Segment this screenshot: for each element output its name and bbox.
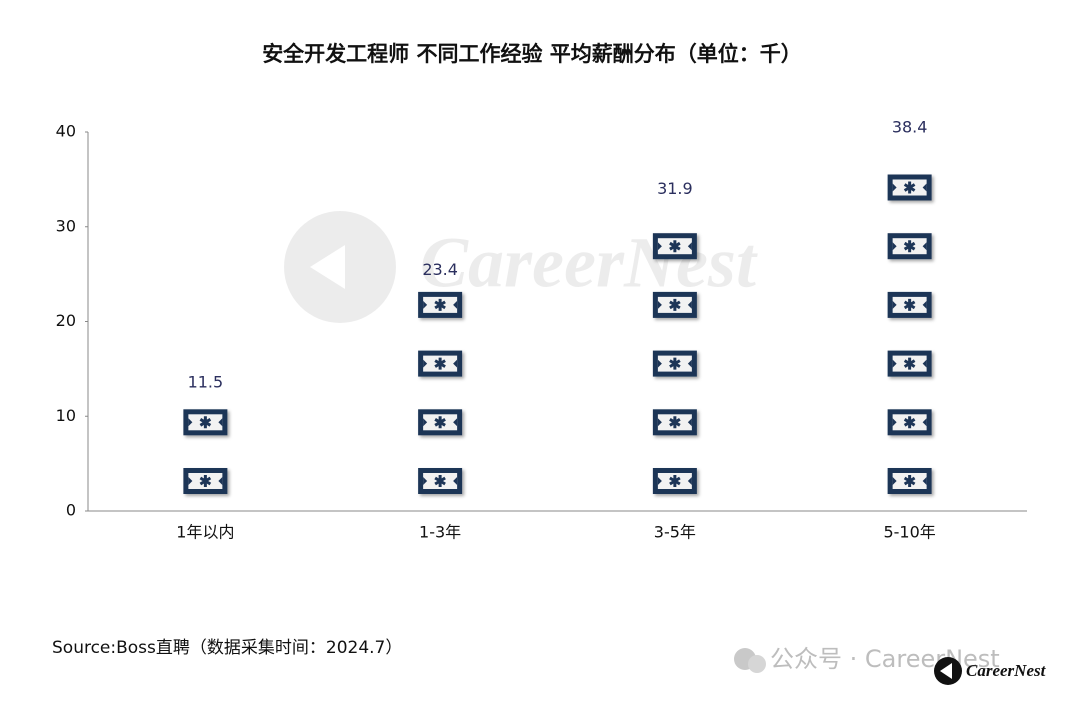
- chart-title: 安全开发工程师 不同工作经验 平均薪酬分布（单位：千）: [262, 42, 802, 66]
- y-tick-label: 0: [66, 501, 76, 520]
- icon-star: [434, 475, 446, 487]
- x-tick-label: 1年以内: [176, 523, 234, 542]
- icon-star: [669, 416, 681, 429]
- icon-star: [903, 181, 916, 194]
- pictogram-bar: [887, 174, 932, 494]
- icon-star: [903, 416, 916, 429]
- logo-text: CareerNest: [966, 661, 1047, 680]
- icon-star: [903, 475, 916, 487]
- icon-star: [199, 416, 212, 429]
- watermark: CareerNest: [284, 211, 758, 323]
- value-label: 23.4: [422, 260, 458, 279]
- icon-star: [669, 240, 681, 253]
- pictogram-bar: [418, 291, 463, 494]
- value-label: 11.5: [188, 373, 224, 392]
- icon-star: [669, 357, 681, 370]
- icon-star: [903, 240, 916, 253]
- value-label: 31.9: [657, 179, 693, 198]
- icon-star: [903, 357, 916, 370]
- source-note: Source:Boss直聘（数据采集时间：2024.7）: [52, 638, 402, 658]
- icon-star: [199, 475, 212, 487]
- icon-star: [434, 357, 446, 370]
- value-label: 38.4: [892, 118, 928, 137]
- x-tick-label: 5-10年: [883, 523, 935, 542]
- icon-star: [434, 416, 446, 429]
- icon-star: [903, 298, 916, 311]
- x-tick-label: 1-3年: [419, 523, 461, 542]
- y-tick-label: 20: [56, 311, 76, 330]
- y-tick-label: 30: [56, 216, 76, 235]
- y-tick-label: 40: [56, 122, 76, 141]
- pictogram-bar: [183, 409, 228, 494]
- icon-star: [669, 475, 681, 487]
- watermark-text: CareerNest: [420, 223, 758, 303]
- y-tick-label: 10: [56, 406, 76, 425]
- pictogram-bar: [652, 233, 697, 494]
- icon-star: [434, 298, 446, 311]
- x-tick-label: 3-5年: [654, 523, 696, 542]
- logo: CareerNest: [934, 657, 1047, 685]
- icon-star: [669, 298, 681, 311]
